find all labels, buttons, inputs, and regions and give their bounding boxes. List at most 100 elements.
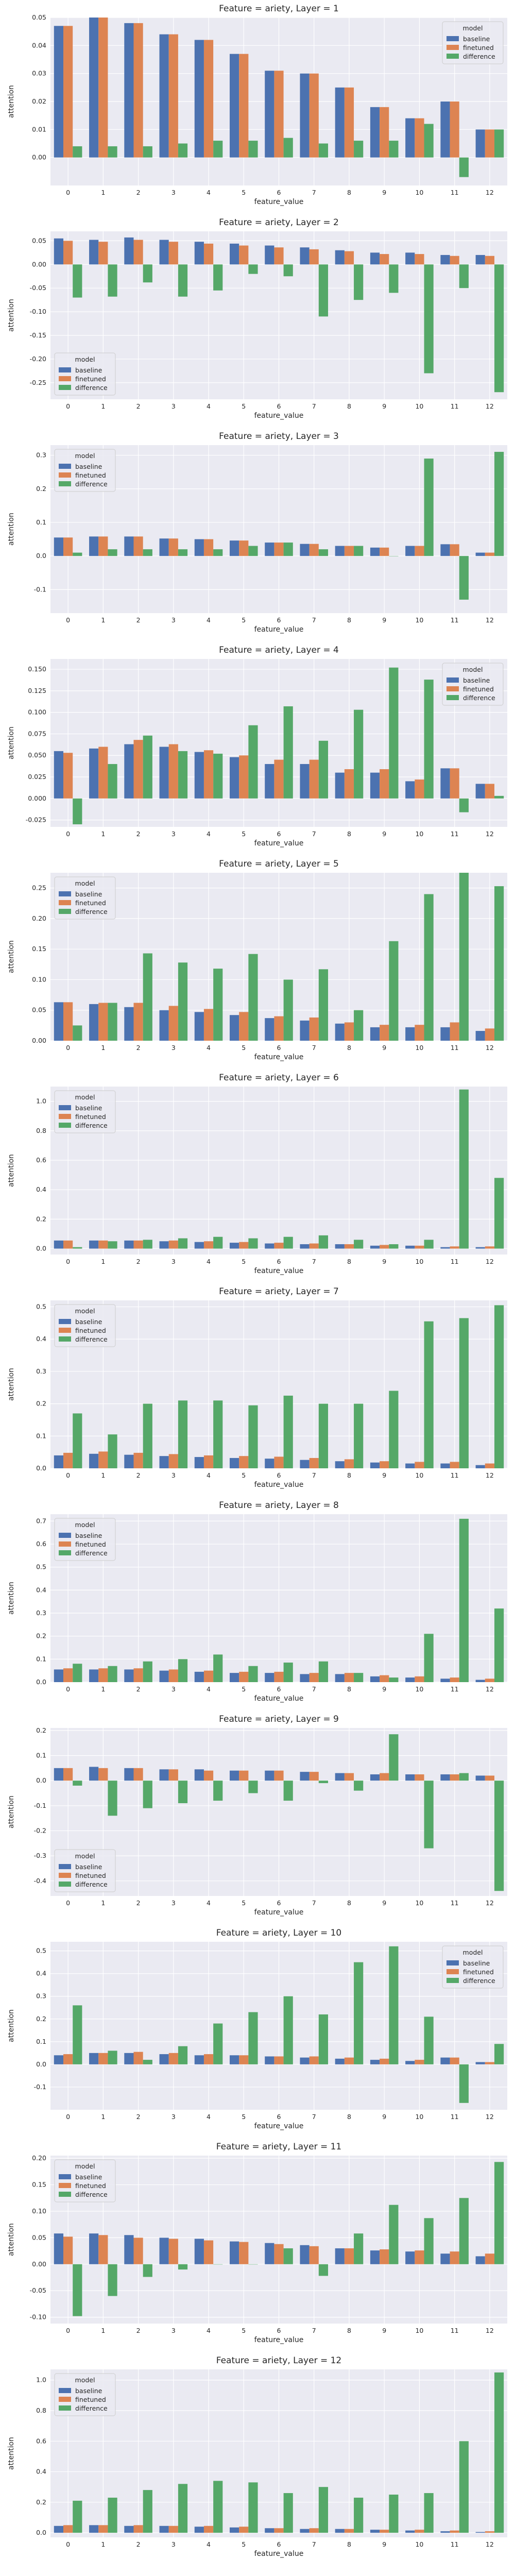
y-tick-label: 1.0 <box>36 2376 46 2384</box>
legend-title: model <box>463 1948 483 1956</box>
x-tick-label: 10 <box>415 2327 423 2334</box>
bar-baseline-3 <box>159 1670 169 1682</box>
x-tick-label: 0 <box>66 616 70 624</box>
bar-finetuned-10 <box>415 1462 424 1468</box>
bar-finetuned-7 <box>309 1458 319 1468</box>
x-tick-label: 11 <box>451 189 459 196</box>
x-tick-label: 7 <box>312 1044 316 1052</box>
x-tick-label: 2 <box>136 189 141 196</box>
x-tick-label: 10 <box>415 1044 423 1052</box>
bar-baseline-5 <box>229 243 239 265</box>
bar-finetuned-2 <box>133 2052 143 2064</box>
legend-title: model <box>75 879 95 887</box>
x-tick-label: 12 <box>486 1899 494 1907</box>
y-tick-label: 0.05 <box>32 13 46 21</box>
y-tick-label: 0.05 <box>32 236 46 244</box>
bar-baseline-11 <box>440 101 450 158</box>
bar-difference-10 <box>424 459 434 556</box>
y-tick-label: 0.100 <box>28 708 46 716</box>
bar-difference-2 <box>143 735 152 799</box>
y-tick-label: 0.2 <box>36 2498 46 2506</box>
bar-difference-1 <box>108 264 117 297</box>
bar-difference-12 <box>494 1305 504 1468</box>
legend-label-difference: difference <box>75 384 108 392</box>
bar-difference-4 <box>213 1236 223 1249</box>
bar-baseline-5 <box>229 757 239 799</box>
x-axis-label: feature_value <box>254 2336 304 2344</box>
bar-baseline-2 <box>124 2235 134 2264</box>
x-tick-label: 3 <box>171 2327 176 2334</box>
y-tick-label: 0.2 <box>36 485 46 493</box>
x-tick-label: 6 <box>277 2540 281 2548</box>
x-tick-label: 11 <box>451 2327 459 2334</box>
x-tick-label: 4 <box>207 1471 211 1479</box>
bar-difference-6 <box>283 1996 293 2064</box>
bar-finetuned-9 <box>380 1025 389 1041</box>
x-tick-label: 0 <box>66 2113 70 2121</box>
bar-baseline-6 <box>265 1770 274 1781</box>
bar-finetuned-3 <box>168 1769 178 1781</box>
bar-baseline-5 <box>229 1673 239 1682</box>
bar-finetuned-7 <box>309 1673 319 1682</box>
bar-difference-8 <box>354 1010 364 1041</box>
bar-finetuned-4 <box>203 1009 214 1041</box>
x-tick-label: 0 <box>66 2540 70 2548</box>
legend-label-difference: difference <box>75 2404 108 2412</box>
bar-baseline-1 <box>89 2053 99 2064</box>
chart-title: Feature = ariety, Layer = 11 <box>216 2142 342 2152</box>
bar-difference-6 <box>283 2493 293 2533</box>
x-tick-label: 6 <box>277 402 281 410</box>
bar-baseline-3 <box>159 2238 169 2264</box>
chart-title: Feature = ariety, Layer = 10 <box>216 1928 342 1938</box>
y-tick-label: 0.03 <box>32 70 46 77</box>
bar-difference-0 <box>73 146 82 158</box>
bar-baseline-7 <box>300 73 310 158</box>
bar-difference-4 <box>213 141 223 158</box>
y-tick-label: -0.1 <box>34 585 46 593</box>
bar-difference-5 <box>248 2012 258 2064</box>
bar-finetuned-11 <box>450 1677 459 1682</box>
bar-baseline-8 <box>335 546 345 556</box>
y-tick-label: 0.4 <box>36 1335 46 1343</box>
legend-box <box>442 663 504 706</box>
y-tick-label: 0.10 <box>32 2207 46 2215</box>
bar-difference-7 <box>318 2487 329 2533</box>
x-tick-label: 8 <box>347 2540 351 2548</box>
bar-finetuned-8 <box>344 1022 354 1041</box>
bar-baseline-7 <box>300 544 310 556</box>
bar-difference-9 <box>389 1734 399 1781</box>
bar-baseline-9 <box>370 2530 380 2533</box>
x-tick-label: 9 <box>382 2540 386 2548</box>
bar-difference-9 <box>389 1391 399 1468</box>
bar-difference-10 <box>424 124 434 158</box>
bar-difference-11 <box>459 1773 469 1781</box>
bar-finetuned-2 <box>133 1003 143 1041</box>
legend-label-difference: difference <box>463 694 495 702</box>
x-tick-label: 8 <box>347 189 351 196</box>
legend-label-finetuned: finetuned <box>75 471 106 479</box>
bar-difference-9 <box>389 2495 399 2533</box>
bar-difference-6 <box>283 138 293 158</box>
y-tick-label: 0.2 <box>36 2015 46 2023</box>
bar-baseline-0 <box>54 238 64 265</box>
bar-difference-12 <box>494 886 504 1041</box>
bar-baseline-8 <box>335 1023 345 1041</box>
bar-difference-12 <box>494 1781 504 1891</box>
bar-difference-9 <box>389 941 399 1041</box>
bar-finetuned-3 <box>168 2053 178 2064</box>
bar-baseline-10 <box>405 546 415 556</box>
x-tick-label: 0 <box>66 1044 70 1052</box>
bar-baseline-7 <box>300 1460 310 1468</box>
bar-baseline-2 <box>124 237 134 265</box>
bar-finetuned-12 <box>485 552 494 556</box>
bar-difference-2 <box>143 953 152 1041</box>
bar-baseline-2 <box>124 1669 134 1682</box>
x-tick-label: 9 <box>382 402 386 410</box>
bar-baseline-9 <box>370 1774 380 1781</box>
x-tick-label: 7 <box>312 1685 316 1693</box>
x-tick-label: 11 <box>451 2540 459 2548</box>
bar-baseline-0 <box>54 26 64 158</box>
bar-baseline-12 <box>475 255 485 265</box>
x-axis-label: feature_value <box>254 839 304 848</box>
x-axis-label: feature_value <box>254 1267 304 1275</box>
